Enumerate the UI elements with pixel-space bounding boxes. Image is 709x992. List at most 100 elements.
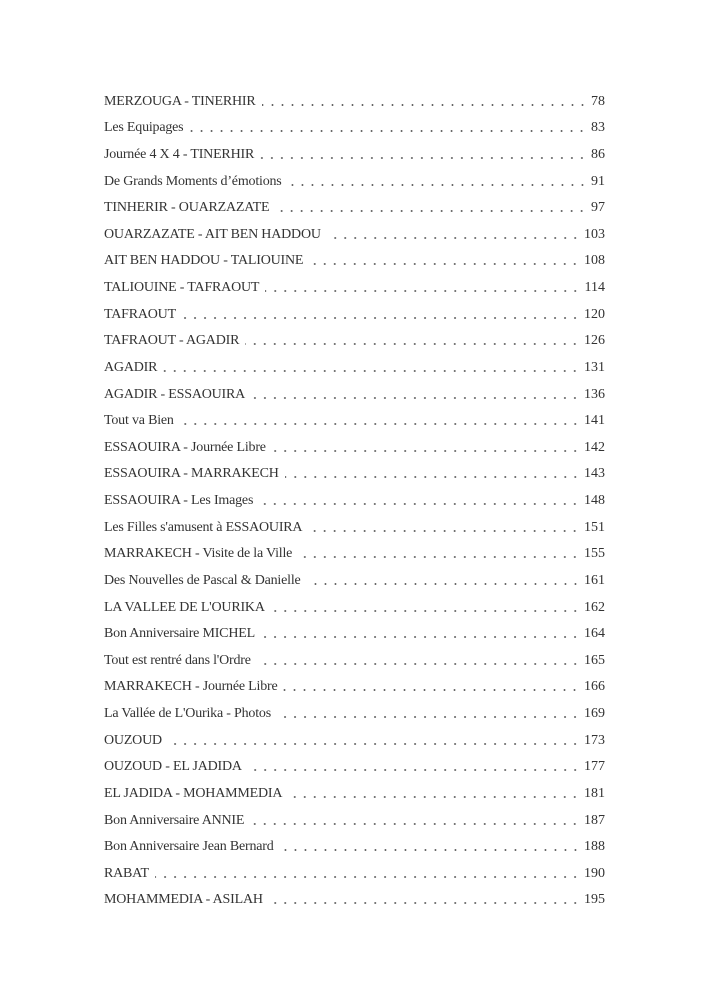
toc-entry-title: OUARZAZATE - AIT BEN HADDOU xyxy=(104,226,321,242)
toc-entry[interactable]: Tout va Bien 141 xyxy=(104,404,605,431)
toc-entry-title: TAFRAOUT xyxy=(104,306,176,322)
table-of-contents: MERZOUGA - TINERHIR 78 Les Equipages 83 Jour… xyxy=(104,84,605,909)
toc-entry[interactable]: ESSAOUIRA - Journée Libre 142 xyxy=(104,430,605,457)
toc-entry[interactable]: ESSAOUIRA - MARRAKECH 143 xyxy=(104,457,605,484)
dot-leader xyxy=(256,661,580,666)
dot-leader xyxy=(163,368,580,373)
dot-leader xyxy=(283,688,580,693)
dot-leader xyxy=(326,235,580,240)
toc-entry-title: LA VALLEE DE L'OURIKA xyxy=(104,599,265,615)
toc-entry[interactable]: La Vallée de L'Ourika - Photos 169 xyxy=(104,696,605,723)
dot-leader xyxy=(251,395,580,400)
dot-leader xyxy=(247,768,580,773)
toc-entry[interactable]: RABAT 190 xyxy=(104,856,605,883)
toc-entry-page: 97 xyxy=(591,200,605,216)
toc-entry[interactable]: Des Nouvelles de Pascal & Danielle 161 xyxy=(104,563,605,590)
toc-entry-title: MOHAMMEDIA - ASILAH xyxy=(104,892,263,908)
toc-entry-page: 78 xyxy=(591,93,605,109)
toc-entry[interactable]: LA VALLEE DE L'OURIKA 162 xyxy=(104,590,605,617)
toc-entry-title: Bon Anniversaire ANNIE xyxy=(104,812,245,828)
toc-entry-title: TALIOUINE - TAFRAOUT xyxy=(104,280,260,295)
toc-entry-title: EL JADIDA - MOHAMMEDIA xyxy=(104,785,283,801)
toc-entry-title: TINHERIR - OUARZAZATE xyxy=(104,200,270,216)
toc-entry-page: 190 xyxy=(584,865,605,881)
toc-entry-title: De Grands Moments d’émotions xyxy=(104,173,282,189)
dot-leader xyxy=(298,555,580,560)
toc-entry[interactable]: De Grands Moments d’émotions 91 xyxy=(104,164,605,191)
toc-entry-title: AGADIR - ESSAOUIRA xyxy=(104,386,246,402)
toc-entry-page: 143 xyxy=(584,466,605,482)
toc-entry-title: RABAT xyxy=(104,865,149,881)
toc-entry[interactable]: TINHERIR - OUARZAZATE 97 xyxy=(104,191,605,218)
toc-entry[interactable]: TAFRAOUT - AGADIR 126 xyxy=(104,324,605,351)
toc-entry-page: 181 xyxy=(584,785,605,801)
toc-entry-page: 173 xyxy=(584,732,605,748)
dot-leader xyxy=(260,155,587,160)
toc-entry-page: 103 xyxy=(584,226,605,242)
toc-entry-title: Tout va Bien xyxy=(104,413,174,429)
toc-entry-title: Bon Anniversaire Jean Bernard xyxy=(104,839,274,855)
toc-entry[interactable]: Bon Anniversaire MICHEL 164 xyxy=(104,617,605,644)
toc-entry[interactable]: AIT BEN HADDOU - TALIOUINE 108 xyxy=(104,244,605,271)
toc-entry-title: ESSAOUIRA - Les Images xyxy=(104,493,254,508)
toc-entry-page: 187 xyxy=(584,812,605,828)
toc-entry-title: La Vallée de L'Ourika - Photos xyxy=(104,706,271,721)
toc-entry-title: MARRAKECH - Visite de la Ville xyxy=(104,546,293,562)
toc-entry[interactable]: MERZOUGA - TINERHIR 78 xyxy=(104,84,605,111)
toc-entry[interactable]: OUZOUD - EL JADIDA 177 xyxy=(104,750,605,777)
dot-leader xyxy=(181,315,580,320)
toc-entry-page: 151 xyxy=(584,519,605,535)
toc-entry[interactable]: MARRAKECH - Visite de la Ville 155 xyxy=(104,537,605,564)
toc-entry[interactable]: AGADIR - ESSAOUIRA 136 xyxy=(104,377,605,404)
toc-entry[interactable]: EL JADIDA - MOHAMMEDIA 181 xyxy=(104,776,605,803)
toc-entry-page: 164 xyxy=(584,626,605,642)
dot-leader xyxy=(259,502,580,506)
toc-entry-page: 169 xyxy=(584,706,605,721)
toc-entry[interactable]: Les Equipages 83 xyxy=(104,111,605,138)
toc-entry-title: Les Filles s'amusent à ESSAOUIRA xyxy=(104,519,303,535)
toc-entry-page: 141 xyxy=(584,413,605,429)
toc-entry[interactable]: AGADIR 131 xyxy=(104,350,605,377)
toc-entry[interactable]: OUZOUD 173 xyxy=(104,723,605,750)
toc-entry-title: MARRAKECH - Journée Libre xyxy=(104,679,278,695)
toc-entry-title: AGADIR xyxy=(104,359,158,375)
dot-leader xyxy=(276,715,580,719)
toc-entry[interactable]: TALIOUINE - TAFRAOUT 114 xyxy=(104,270,605,297)
dot-leader xyxy=(245,342,580,347)
toc-entry-page: 188 xyxy=(584,839,605,855)
dot-leader xyxy=(279,848,580,853)
toc-entry-title: Bon Anniversaire MICHEL xyxy=(104,626,255,642)
toc-entry-page: 83 xyxy=(591,120,605,136)
toc-entry[interactable]: Les Filles s'amusent à ESSAOUIRA 151 xyxy=(104,510,605,537)
toc-entry[interactable]: Bon Anniversaire ANNIE 187 xyxy=(104,803,605,830)
toc-entry[interactable]: MOHAMMEDIA - ASILAH 195 xyxy=(104,883,605,910)
toc-entry-page: 126 xyxy=(584,333,605,349)
toc-entry[interactable]: Bon Anniversaire Jean Bernard 188 xyxy=(104,830,605,857)
dot-leader xyxy=(270,608,580,613)
toc-entry-page: 114 xyxy=(584,280,605,295)
toc-entry-page: 131 xyxy=(584,359,605,375)
toc-entry-page: 155 xyxy=(584,546,605,562)
toc-entry-page: 142 xyxy=(584,439,605,455)
toc-entry[interactable]: Journée 4 X 4 - TINERHIR 86 xyxy=(104,137,605,164)
dot-leader xyxy=(308,528,580,533)
toc-entry-page: 195 xyxy=(584,892,605,908)
toc-entry[interactable]: OUARZAZATE - AIT BEN HADDOU 103 xyxy=(104,217,605,244)
toc-entry-page: 166 xyxy=(584,679,605,695)
dot-leader xyxy=(288,794,580,799)
toc-entry-title: TAFRAOUT - AGADIR xyxy=(104,333,240,349)
toc-entry[interactable]: TAFRAOUT 120 xyxy=(104,297,605,324)
toc-entry-page: 161 xyxy=(584,572,605,588)
toc-entry-page: 148 xyxy=(584,493,605,508)
dot-leader xyxy=(261,102,587,107)
toc-entry-title: Les Equipages xyxy=(104,120,184,136)
dot-leader xyxy=(154,874,580,879)
toc-entry[interactable]: MARRAKECH - Journée Libre 166 xyxy=(104,670,605,697)
dot-leader xyxy=(167,741,580,746)
toc-entry[interactable]: Tout est rentré dans l'Ordre 165 xyxy=(104,643,605,670)
toc-entry[interactable]: ESSAOUIRA - Les Images 148 xyxy=(104,483,605,510)
dot-leader xyxy=(275,209,587,214)
toc-entry-title: AIT BEN HADDOU - TALIOUINE xyxy=(104,253,304,269)
toc-entry-page: 108 xyxy=(584,253,605,269)
dot-leader xyxy=(265,289,581,293)
